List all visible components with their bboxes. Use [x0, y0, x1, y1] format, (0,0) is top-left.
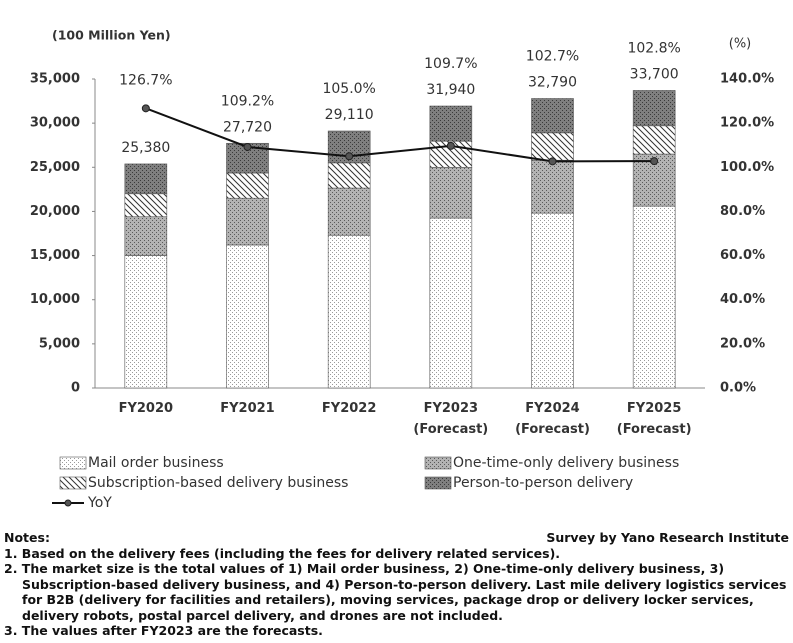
y-tick-label: 5,000: [39, 336, 80, 351]
y-tick-label: 30,000: [30, 116, 80, 131]
bar-segment: [632, 90, 676, 127]
y-tick-label: 35,000: [30, 72, 80, 87]
y-tick-label: 25,000: [30, 160, 80, 175]
y2-tick-label: 0.0%: [720, 381, 756, 396]
bar-segment: [226, 197, 269, 246]
x-tick-label: FY2023 (Forecast): [413, 401, 488, 437]
bar-segment: [429, 166, 473, 219]
bar-segment: [531, 159, 574, 214]
total-label: 32,790: [528, 75, 577, 91]
y-tick-label: 0: [71, 381, 80, 396]
legend-label: YoY: [87, 495, 112, 511]
y2-tick-label: 20.0%: [720, 336, 765, 351]
y2-tick-label: 40.0%: [720, 292, 765, 307]
total-label: 31,940: [426, 82, 475, 98]
y2-tick-label: 60.0%: [720, 248, 765, 263]
legend-label: One-time-only delivery business: [453, 455, 679, 471]
x-tick-label: FY2021: [220, 401, 274, 416]
line-point: [548, 157, 557, 166]
bar-segment: [124, 255, 168, 389]
y2-tick-label: 120.0%: [720, 116, 774, 131]
line-point: [446, 141, 455, 150]
line-point: [650, 157, 659, 166]
legend-swatch: [59, 456, 87, 470]
bar-segment: [531, 212, 574, 389]
line-point: [141, 104, 150, 113]
y2-tick-label: 80.0%: [720, 204, 765, 219]
chart: (100 Million Yen) (%) 0 5,000 10,000 15,000…: [30, 28, 774, 512]
y-axis-unit: (100 Million Yen): [52, 28, 171, 43]
y2-tick-label: 100.0%: [720, 160, 774, 175]
notes: Notes: 1. Based on the delivery fees (in…: [4, 530, 789, 639]
note: 2. The market size is the total values o…: [4, 561, 787, 623]
bar-segment: [327, 162, 371, 189]
line-label: 109.2%: [221, 93, 274, 109]
bar-segment: [429, 140, 473, 168]
legend-swatch: [424, 456, 452, 470]
x-tick-label: FY2020: [119, 401, 173, 416]
y-tick-label: 15,000: [30, 248, 80, 263]
bar-segment: [429, 105, 473, 142]
bar-segment: [124, 216, 168, 256]
bar-segment: [327, 234, 371, 389]
bar-segment: [124, 163, 168, 195]
x-tick-label: FY2025 (Forecast): [617, 401, 692, 437]
line-point: [243, 142, 252, 151]
line-point: [345, 152, 354, 161]
bar-segment: [226, 172, 269, 199]
bar-segment: [531, 132, 574, 161]
total-label: 29,110: [325, 107, 374, 123]
bar-segment: [124, 193, 168, 218]
line-label: 102.7%: [526, 49, 579, 65]
total-label: 25,380: [121, 140, 170, 156]
total-label: 27,720: [223, 119, 272, 135]
line-label: 102.8%: [627, 40, 680, 56]
bar-segment: [429, 217, 473, 389]
bar-segment: [327, 187, 371, 236]
x-tick-label: FY2024 (Forecast): [515, 401, 590, 437]
line: [145, 107, 655, 163]
legend-label: Mail order business: [88, 455, 224, 471]
total-label: 33,700: [630, 66, 679, 82]
legend-label: Subscription-based delivery business: [88, 475, 348, 491]
bar-segment: [226, 244, 269, 389]
note: 3. The values after FY2023 are the forec…: [4, 623, 323, 638]
line-label: 109.7%: [424, 56, 477, 72]
notes-heading: Notes:: [4, 530, 50, 545]
y-tick-label: 10,000: [30, 292, 80, 307]
legend-label: Person-to-person delivery: [453, 475, 633, 491]
line-label: 105.0%: [322, 81, 375, 97]
y2-tick-label: 140.0%: [720, 72, 774, 87]
bar-segment: [531, 98, 574, 134]
y-tick-label: 20,000: [30, 204, 80, 219]
bar-segment: [632, 125, 676, 155]
source: Survey by Yano Research Institute: [546, 530, 789, 545]
legend-marker: [64, 499, 72, 507]
x-tick-label: FY2022: [322, 401, 376, 416]
note: 1. Based on the delivery fees (including…: [4, 545, 561, 561]
y2-axis-unit: (%): [729, 37, 752, 52]
bar-segment: [632, 205, 676, 389]
legend-swatch: [59, 476, 87, 490]
legend-swatch: [424, 476, 452, 490]
line-label: 126.7%: [119, 72, 172, 88]
